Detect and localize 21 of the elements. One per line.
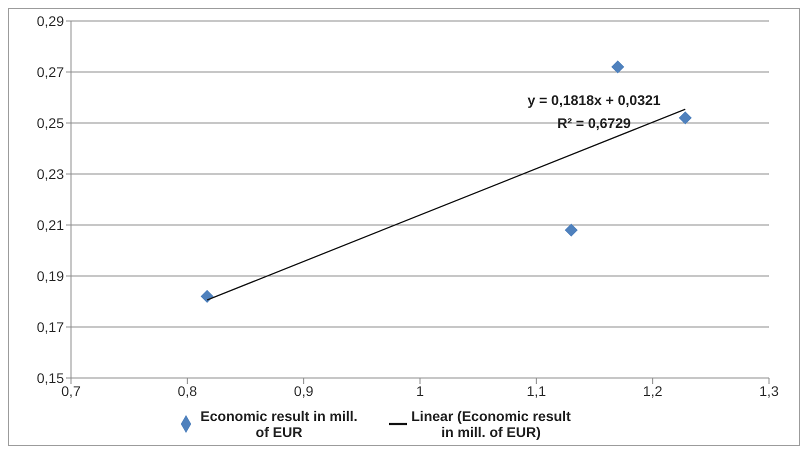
- point: [200, 290, 214, 303]
- x-tick-label: 1: [416, 382, 424, 399]
- y-tick-label: 0,23: [36, 166, 64, 182]
- y-tick-label: 0,29: [36, 12, 64, 29]
- annotation: y = 0,1818x + 0,0321: [526, 91, 662, 110]
- legend-label: Linear (Economic result in mill. of EUR): [411, 408, 571, 440]
- x-tick-label: 1,3: [759, 382, 779, 399]
- y-tick-label: 0,25: [36, 114, 64, 131]
- y-tick-label: 0,17: [36, 318, 64, 335]
- x-tick-label: 1,2: [642, 382, 663, 399]
- legend-label: Economic result in mill. of EUR: [199, 408, 359, 440]
- point: [611, 60, 624, 74]
- x-tick-label: 0,8: [178, 382, 198, 399]
- point: [678, 111, 692, 124]
- y-tick-label: 0,19: [36, 268, 64, 284]
- point: [564, 224, 578, 237]
- x-tick-label: 1,1: [526, 382, 546, 399]
- y-tick-label: 0,27: [36, 64, 64, 80]
- x-tick-label: 0,9: [294, 382, 314, 399]
- annotation: R² = 0,6729: [556, 114, 632, 133]
- y-tick-label: 0,21: [36, 216, 64, 233]
